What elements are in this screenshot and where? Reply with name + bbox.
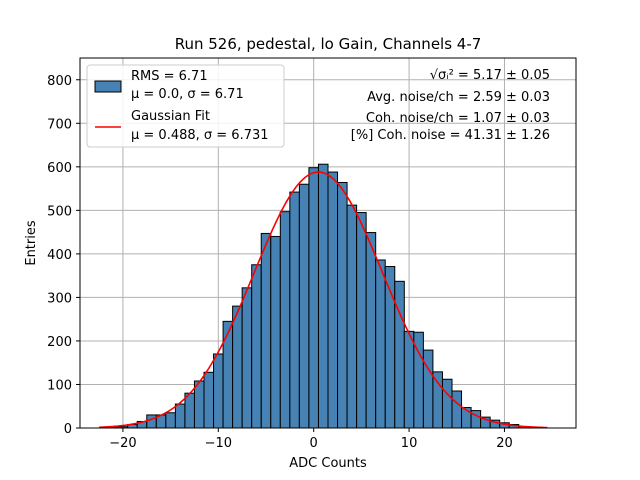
histogram-bar: [327, 171, 339, 429]
x-tick-label: 20: [496, 436, 513, 451]
legend-frame: [86, 64, 285, 148]
histogram-bar: [232, 305, 243, 429]
legend-entry-rms: RMS = 6.71: [131, 69, 208, 84]
histogram-bar: [365, 232, 377, 429]
histogram-bar: [308, 167, 319, 429]
y-tick-label: 500: [47, 204, 72, 219]
histogram-bar: [356, 212, 367, 429]
legend-patch-histogram: [94, 80, 122, 93]
x-tick-label: 0: [310, 436, 318, 451]
y-tick-label: 300: [47, 291, 72, 306]
axes-frame: [79, 57, 577, 429]
x-tick-label: −10: [205, 436, 232, 451]
annotation-sigma-i: √σᵢ² = 5.17 ± 0.05: [430, 68, 550, 83]
histogram-bar: [174, 403, 186, 429]
histogram-bar: [203, 371, 215, 429]
y-tick-label: 700: [47, 117, 72, 132]
legend-entry-mu-sigma: μ = 0.0, σ = 6.71: [131, 87, 244, 102]
x-tick-label: −20: [109, 436, 136, 451]
histogram-bar: [165, 412, 176, 429]
histogram-bar: [441, 378, 453, 429]
x-tick-label: 10: [401, 436, 418, 451]
y-tick-label: 0: [64, 422, 72, 437]
histogram-bar: [317, 163, 329, 429]
histogram-bar: [346, 204, 358, 429]
noise-annotations: √σᵢ² = 5.17 ± 0.05 Avg. noise/ch = 2.59 …: [351, 68, 550, 143]
y-tick-label: 800: [47, 74, 72, 89]
y-axis-ticks: 0 100 200 300 400 500 600 700 800: [47, 74, 80, 437]
y-tick-label: 600: [47, 161, 72, 176]
histogram-bar: [337, 181, 348, 429]
legend-entry-fit: Gaussian Fit: [131, 109, 210, 124]
histogram-bar: [298, 183, 310, 429]
histogram-bar: [213, 353, 224, 429]
y-tick-label: 100: [47, 378, 72, 393]
y-axis-label: Entries: [24, 220, 39, 266]
y-tick-label: 400: [47, 248, 72, 263]
legend-entry-fit-params: μ = 0.488, σ = 6.731: [131, 128, 269, 143]
chart-title: Run 526, pedestal, lo Gain, Channels 4-7: [175, 35, 482, 53]
histogram-bar: [222, 320, 234, 429]
histogram-bar: [241, 287, 253, 429]
histogram-bar: [184, 392, 195, 429]
gaussian-fit-curve: [99, 171, 548, 429]
legend: RMS = 6.71 μ = 0.0, σ = 6.71 Gaussian Fi…: [86, 64, 285, 148]
x-axis-ticks: −20 −10 0 10 20: [109, 428, 513, 451]
histogram-bar: [432, 371, 443, 429]
histogram-bar: [260, 232, 272, 429]
histogram-bar: [270, 235, 281, 429]
annotation-coh-noise: Coh. noise/ch = 1.07 ± 0.03: [366, 111, 550, 126]
histogram-bar: [375, 259, 386, 429]
histogram-bar: [289, 191, 300, 429]
annotation-coh-noise-percent: [%] Coh. noise = 41.31 ± 1.26: [351, 128, 550, 143]
histogram-bar: [193, 380, 205, 429]
histogram-bar: [279, 211, 291, 429]
y-tick-label: 200: [47, 335, 72, 350]
histogram-bar: [451, 390, 463, 429]
histogram-bars: [108, 163, 529, 429]
histogram-bar: [251, 264, 262, 429]
histogram-bar: [146, 414, 157, 429]
x-axis-label: ADC Counts: [289, 456, 367, 471]
histogram-bar: [403, 330, 415, 429]
annotation-avg-noise: Avg. noise/ch = 2.59 ± 0.03: [367, 90, 550, 105]
